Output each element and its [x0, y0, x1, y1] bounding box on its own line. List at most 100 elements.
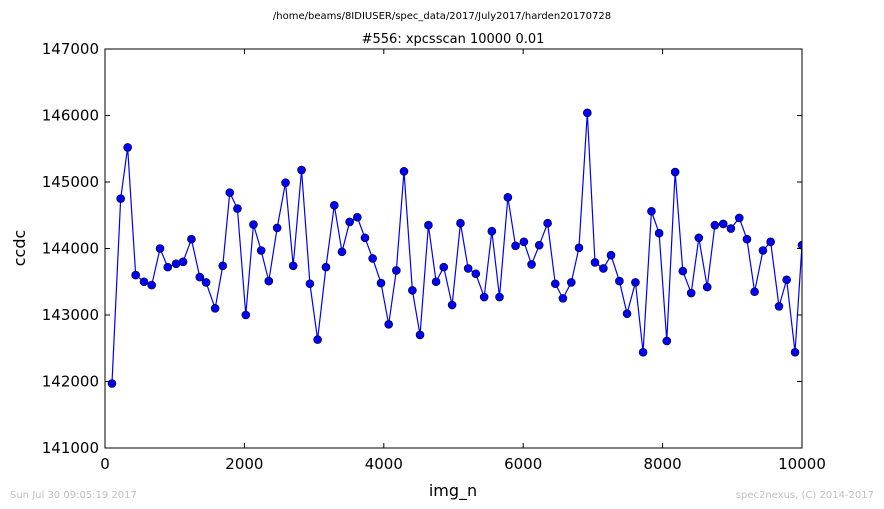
data-point — [456, 218, 465, 228]
chart-title: #556: xpcsscan 10000 0.01 — [362, 32, 545, 47]
data-point — [424, 220, 433, 230]
data-point — [534, 240, 544, 250]
data-point — [281, 178, 290, 187]
data-point — [734, 213, 744, 223]
data-point — [774, 302, 784, 311]
data-point — [313, 335, 322, 344]
data-point — [590, 258, 600, 267]
x-tick-label: 8000 — [644, 455, 682, 473]
data-point — [139, 277, 149, 287]
data-point — [288, 261, 298, 271]
data-point — [305, 279, 315, 289]
y-tick-label: 147000 — [42, 40, 99, 58]
x-axis-label: img_n — [429, 481, 477, 501]
data-point — [195, 272, 205, 282]
x-tick-label: 4000 — [365, 455, 403, 473]
data-point — [123, 143, 132, 152]
ticks-layer — [104, 48, 803, 449]
data-point — [330, 200, 339, 210]
data-point — [431, 277, 441, 287]
data-point — [155, 244, 165, 253]
data-point — [447, 300, 457, 310]
data-point — [233, 204, 242, 213]
data-point — [654, 228, 664, 238]
y-tick-label: 143000 — [42, 306, 99, 324]
data-point — [218, 261, 228, 271]
x-tick-labels: 0 2000 4000 6000 8000 10000 — [100, 455, 826, 473]
data-point — [256, 246, 266, 255]
data-point — [558, 294, 568, 303]
data-point — [116, 194, 125, 203]
data-point — [599, 264, 608, 273]
data-point — [360, 233, 370, 243]
data-point — [662, 336, 672, 346]
data-point — [694, 233, 704, 243]
data-point — [519, 237, 529, 247]
y-tick-label: 144000 — [42, 240, 99, 258]
y-tick-label: 145000 — [42, 173, 99, 191]
data-point — [131, 270, 140, 280]
data-point — [399, 167, 409, 176]
data-point — [408, 286, 417, 295]
data-point — [686, 288, 696, 298]
data-point — [631, 278, 640, 287]
data-point — [574, 243, 584, 253]
y-tick-label: 142000 — [42, 373, 99, 391]
data-point — [210, 304, 220, 313]
data-point — [615, 276, 624, 286]
data-point — [321, 262, 331, 272]
data-point — [415, 330, 425, 340]
data-point — [742, 234, 752, 244]
data-point — [297, 165, 306, 175]
data-point — [376, 278, 386, 288]
x-tick-label: 10000 — [778, 455, 826, 473]
chart-suptitle: /home/beams/8IDIUSER/spec_data/2017/July… — [273, 11, 611, 22]
data-point — [503, 193, 513, 202]
data-point — [647, 206, 656, 216]
y-tick-label: 146000 — [42, 107, 99, 125]
data-point — [147, 280, 156, 290]
data-point — [583, 108, 592, 118]
x-tick-label: 6000 — [504, 455, 542, 473]
series-layer — [107, 108, 802, 388]
data-point — [790, 347, 800, 357]
data-point — [463, 264, 473, 273]
data-point — [384, 320, 393, 329]
data-point — [622, 309, 632, 318]
data-point — [726, 224, 736, 233]
data-point — [479, 292, 489, 302]
data-point — [606, 250, 616, 260]
data-point — [710, 220, 720, 230]
data-point — [187, 234, 196, 244]
footer-timestamp: Sun Jul 30 09:05:19 2017 — [10, 490, 137, 501]
data-point — [566, 278, 576, 287]
x-tick-label: 0 — [100, 455, 110, 473]
plot-area — [104, 48, 803, 449]
y-tick-label: 141000 — [42, 439, 99, 457]
x-tick-label: 2000 — [225, 455, 263, 473]
data-point — [678, 266, 688, 276]
data-point — [439, 262, 449, 272]
data-point — [337, 247, 347, 257]
data-point — [511, 241, 520, 251]
data-point — [797, 240, 802, 250]
data-point — [487, 226, 497, 236]
data-point — [272, 223, 282, 233]
data-point — [670, 167, 680, 177]
data-point — [495, 292, 504, 302]
y-axis-label: ccdc — [10, 230, 29, 267]
data-point — [543, 218, 552, 228]
data-point — [758, 246, 768, 255]
data-point — [550, 279, 560, 289]
data-point — [345, 217, 354, 227]
data-point — [718, 219, 728, 229]
y-tick-labels: 141000 142000 143000 144000 145000 146000 1470… — [42, 40, 99, 457]
data-point — [353, 212, 362, 222]
data-point — [702, 282, 712, 292]
data-point — [638, 347, 648, 357]
data-point — [249, 220, 258, 229]
data-point — [766, 237, 775, 247]
data-point — [241, 310, 251, 320]
data-point — [163, 262, 173, 272]
